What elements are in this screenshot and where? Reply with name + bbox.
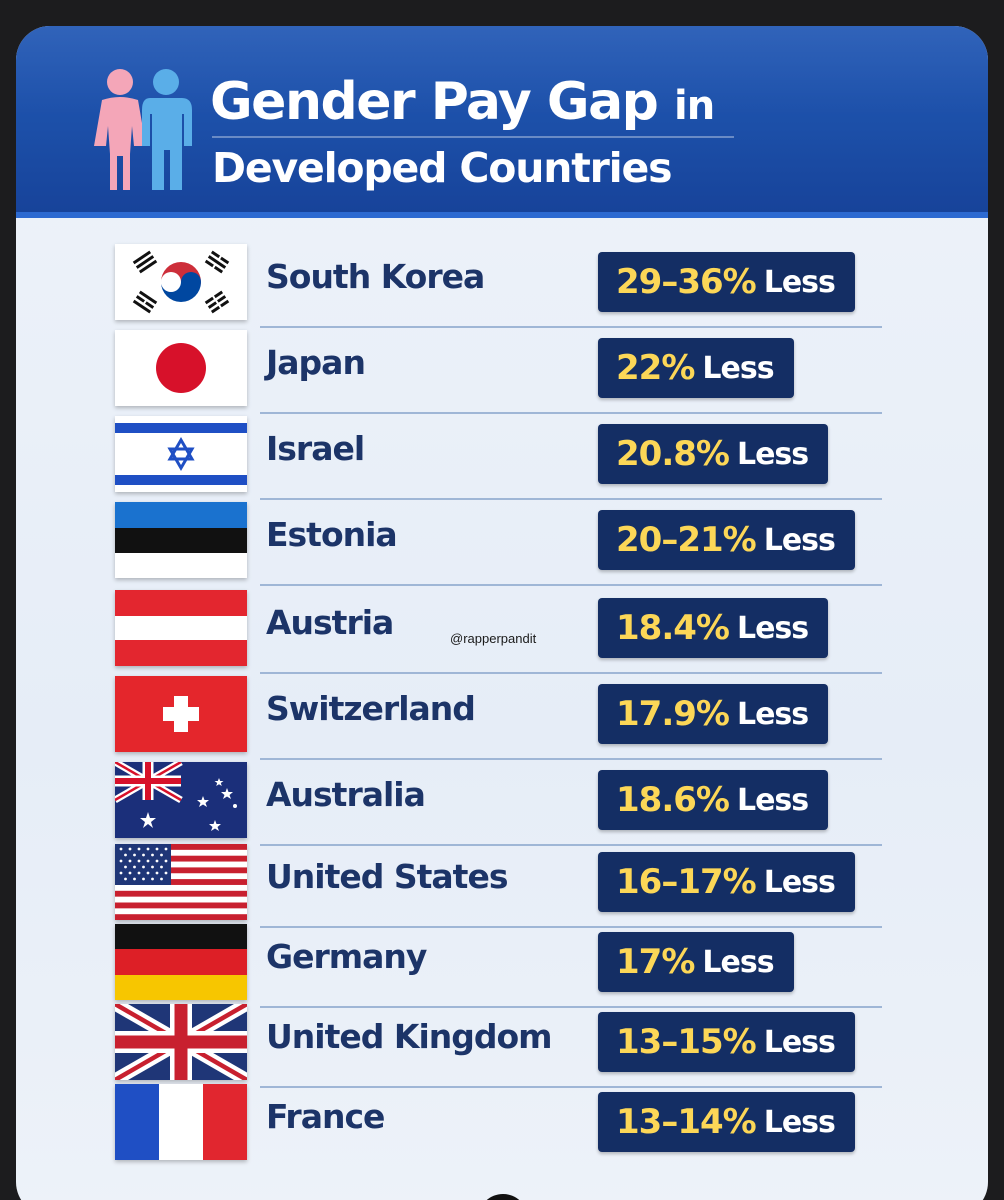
country-name: United States: [266, 857, 508, 896]
pay-gap-suffix: Less: [702, 350, 774, 386]
pay-gap-value: 16–17%: [616, 862, 757, 902]
row-divider: [260, 758, 882, 760]
row-divider: [260, 844, 882, 846]
country-row-south-korea: South Korea 29–36% Less: [16, 244, 988, 330]
title-main: Gender Pay Gap: [210, 72, 659, 132]
pay-gap-suffix: Less: [702, 944, 774, 980]
pay-gap-value: 20.8%: [616, 434, 730, 474]
pay-gap-suffix: Less: [736, 610, 809, 646]
row-divider: [260, 498, 882, 500]
row-divider: [260, 326, 882, 328]
pay-gap-value: 18.6%: [616, 780, 730, 820]
pay-gap-badge: 13–15% Less: [598, 1012, 855, 1072]
man-woman-icon: [94, 69, 192, 190]
pay-gap-badge: 18.6% Less: [598, 770, 829, 830]
row-divider: [260, 412, 882, 414]
header-banner: Gender Pay Gap in Developed Countries: [16, 26, 988, 218]
row-divider: [260, 926, 882, 928]
israel-flag-icon: [115, 416, 247, 492]
country-name: Switzerland: [266, 689, 476, 728]
title-line-2: Developed Countries: [212, 144, 672, 192]
united-states-flag-icon: [115, 844, 247, 920]
country-row-israel: Israel 20.8% Less: [16, 416, 988, 502]
pay-gap-value: 13–15%: [616, 1022, 757, 1062]
row-divider: [260, 1086, 882, 1088]
pay-gap-value: 18.4%: [616, 608, 730, 648]
south-korea-flag-icon: [115, 244, 247, 320]
country-name: United Kingdom: [266, 1017, 553, 1056]
country-row-austria: Austria 18.4% Less: [16, 590, 988, 676]
title-underline: [212, 136, 734, 138]
pay-gap-value: 13–14%: [616, 1102, 757, 1142]
country-row-united-states: United States 16–17% Less: [16, 844, 988, 930]
title-line-1: Gender Pay Gap in: [210, 76, 715, 129]
pay-gap-value: 20–21%: [616, 520, 757, 560]
japan-flag-icon: [115, 330, 247, 406]
country-name: Israel: [266, 429, 365, 468]
country-name: Japan: [266, 343, 366, 382]
pay-gap-value: 22%: [616, 348, 695, 388]
country-row-estonia: Estonia 20–21% Less: [16, 502, 988, 588]
country-row-australia: Australia 18.6% Less: [16, 762, 988, 848]
estonia-flag-icon: [115, 502, 247, 578]
united-kingdom-flag-icon: [115, 1004, 247, 1080]
country-name: Germany: [266, 937, 427, 976]
france-flag-icon: [115, 1084, 247, 1160]
country-name: Australia: [266, 775, 426, 814]
pay-gap-suffix: Less: [763, 1104, 836, 1140]
pay-gap-badge: 17.9% Less: [598, 684, 829, 744]
switzerland-flag-icon: [115, 676, 247, 752]
country-row-japan: Japan 22% Less: [16, 330, 988, 416]
country-row-france: France 13–14% Less: [16, 1084, 988, 1170]
pay-gap-badge: 13–14% Less: [598, 1092, 855, 1152]
pay-gap-suffix: Less: [736, 696, 809, 732]
country-name: Austria: [266, 603, 394, 642]
pay-gap-suffix: Less: [763, 264, 836, 300]
pay-gap-badge: 20–21% Less: [598, 510, 855, 570]
pay-gap-badge: 18.4% Less: [598, 598, 829, 658]
pay-gap-value: 29–36%: [616, 262, 757, 302]
watermark-handle: @rapperpandit: [450, 631, 537, 646]
title-in: in: [674, 83, 715, 129]
pay-gap-badge: 29–36% Less: [598, 252, 855, 312]
country-name: France: [266, 1097, 385, 1136]
austria-flag-icon: [115, 590, 247, 666]
country-row-united-kingdom: United Kingdom 13–15% Less: [16, 1004, 988, 1090]
bottom-page-indicator: [478, 1194, 528, 1200]
pay-gap-suffix: Less: [736, 436, 809, 472]
australia-flag-icon: [115, 762, 247, 838]
row-divider: [260, 672, 882, 674]
pay-gap-value: 17%: [616, 942, 695, 982]
pay-gap-badge: 17% Less: [598, 932, 794, 992]
pay-gap-badge: 22% Less: [598, 338, 794, 398]
pay-gap-value: 17.9%: [616, 694, 730, 734]
pay-gap-suffix: Less: [736, 782, 809, 818]
germany-flag-icon: [115, 924, 247, 1000]
pay-gap-suffix: Less: [763, 522, 836, 558]
country-row-germany: Germany 17% Less: [16, 924, 988, 1010]
country-name: Estonia: [266, 515, 398, 554]
pay-gap-badge: 20.8% Less: [598, 424, 829, 484]
pay-gap-badge: 16–17% Less: [598, 852, 855, 912]
pay-gap-suffix: Less: [763, 1024, 836, 1060]
pay-gap-suffix: Less: [763, 864, 836, 900]
country-name: South Korea: [266, 257, 485, 296]
infographic-card: Gender Pay Gap in Developed Countries So…: [16, 26, 988, 1200]
row-divider: [260, 584, 882, 586]
row-divider: [260, 1006, 882, 1008]
country-row-switzerland: Switzerland 17.9% Less: [16, 676, 988, 762]
